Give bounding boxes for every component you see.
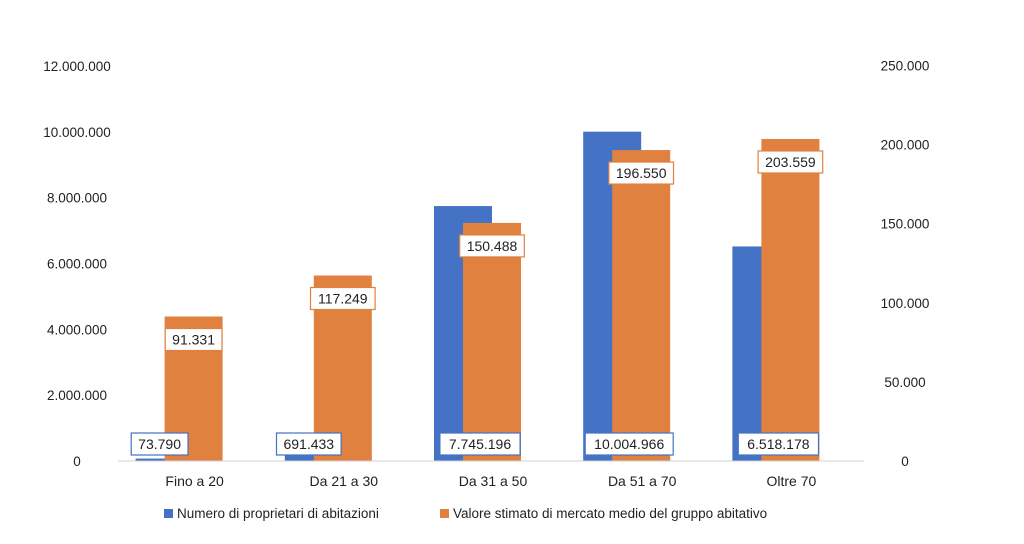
x-category-label: Oltre 70 [766,473,816,489]
y-left-tick-label: 10.000.000 [43,125,111,140]
legend-swatch-valore [440,509,449,518]
bar-valore-stimato [612,150,671,461]
data-label-box-valore [757,150,824,174]
y-right-tick-label: 100.000 [881,296,930,311]
data-label-valore: 117.249 [318,291,368,307]
data-label-box-valore [459,234,525,258]
data-label-valore: 91.331 [172,332,215,348]
legend-label-valore: Valore stimato di mercato medio del grup… [453,506,767,521]
data-label-valore: 203.559 [765,154,816,170]
y-right-tick-label: 250.000 [881,59,930,74]
data-label-numero: 73.790 [138,436,181,452]
data-label-box-valore [608,161,675,185]
legend-swatch-numero [164,509,173,518]
y-left-tick-label: 6.000.000 [47,257,107,272]
y-right-tick-label: 200.000 [881,138,930,153]
y-right-tick-label: 50.000 [884,375,925,390]
data-label-numero: 7.745.196 [449,436,511,452]
x-category-label: Da 31 a 50 [459,473,528,489]
y-right-ticks: 0 50.000 100.000 150.000 200.000 250.000 [881,59,930,470]
x-category-label: Fino a 20 [165,473,224,489]
legend-label-numero: Numero di proprietari di abitazioni [177,506,379,521]
x-category-label: Da 51 a 70 [608,473,677,489]
y-right-tick-label: 150.000 [881,217,930,232]
y-left-tick-label: 0 [73,454,81,469]
y-left-tick-label: 4.000.000 [47,322,107,337]
x-category-labels: Fino a 20 Da 21 a 30 Da 31 a 50 Da 51 a 70 O… [165,473,816,489]
y-left-tick-label: 8.000.000 [47,191,107,206]
data-label-numero: 691.433 [283,436,334,452]
data-label-valore: 196.550 [616,165,667,181]
data-label-box-valore [309,286,376,311]
data-label-box-numero [275,432,342,456]
y-left-ticks: 0 2.000.000 4.000.000 6.000.000 8.000.000 10.… [43,59,111,469]
bar-valore-stimato [463,222,521,461]
data-label-box-numero [130,432,189,456]
data-label-numero: 10.004.966 [594,436,664,452]
x-category-label: Da 21 a 30 [310,473,379,489]
bar-layer [135,131,820,462]
y-left-tick-label: 12.000.000 [43,59,111,74]
data-label-box-numero [584,432,674,456]
data-label-box-valore [164,327,223,352]
data-label-numero: 6.518.178 [747,436,809,452]
legend: Numero di proprietari di abitazioni Valor… [164,506,767,521]
data-label-box-numero [737,432,820,456]
bar-valore-stimato [761,138,820,461]
data-label-box-numero [439,432,521,456]
data-label-valore: 150.488 [467,238,518,254]
y-left-tick-label: 2.000.000 [47,388,107,403]
data-labels: 73.790 91.331 691.433 117.249 7.745.196 150.4… [130,150,824,456]
y-right-tick-label: 0 [901,454,909,469]
